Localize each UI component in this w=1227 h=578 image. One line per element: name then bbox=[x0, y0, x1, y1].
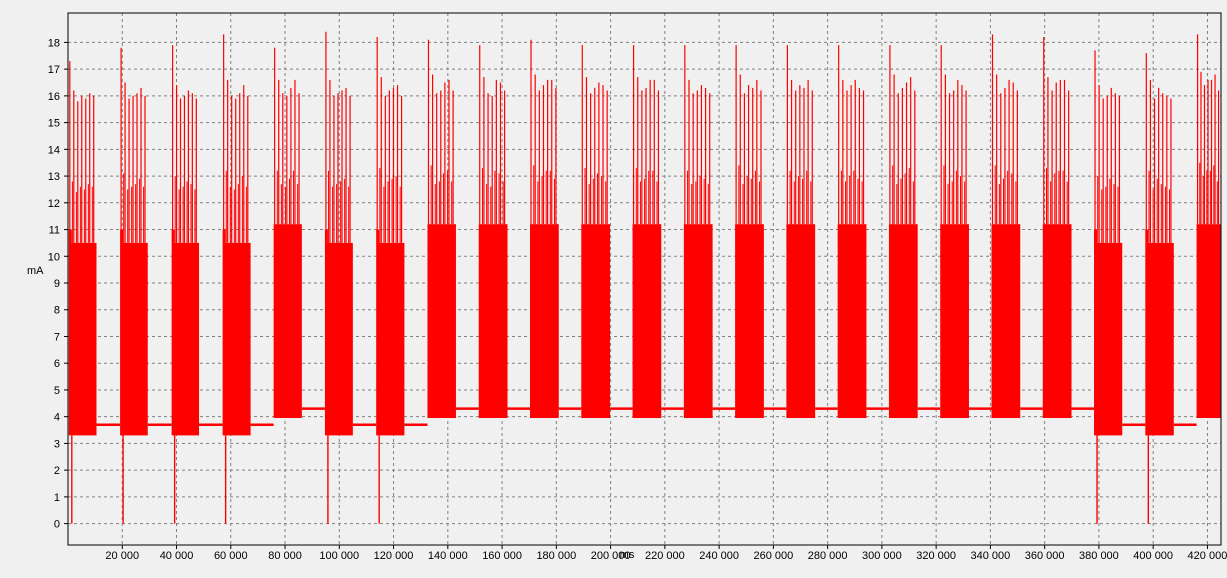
burst-block bbox=[273, 224, 302, 419]
x-tick-label: 420 000 bbox=[1188, 550, 1227, 562]
y-tick-label: 4 bbox=[54, 412, 60, 424]
burst bbox=[683, 45, 736, 419]
x-tick-label: 240 000 bbox=[699, 550, 739, 562]
burst bbox=[1094, 50, 1146, 524]
burst-block bbox=[530, 224, 559, 419]
x-axis-label: ms bbox=[620, 549, 635, 561]
y-tick-label: 5 bbox=[54, 385, 60, 397]
y-tick-label: 11 bbox=[49, 225, 60, 237]
y-tick-label: 18 bbox=[48, 37, 60, 49]
burst bbox=[735, 45, 787, 419]
y-tick-label: 16 bbox=[48, 91, 60, 103]
burst-block bbox=[1042, 224, 1072, 419]
x-tick-label: 320 000 bbox=[916, 550, 956, 562]
burst-block bbox=[171, 242, 200, 436]
burst bbox=[940, 45, 992, 419]
x-tick-label: 260 000 bbox=[753, 550, 793, 562]
burst bbox=[786, 45, 838, 419]
x-tick-label: 180 000 bbox=[536, 550, 576, 562]
y-tick-label: 14 bbox=[48, 144, 60, 156]
series-current-trace bbox=[68, 31, 1221, 524]
burst-block bbox=[222, 242, 251, 436]
burst-block bbox=[991, 224, 1021, 419]
burst bbox=[120, 47, 172, 524]
y-tick-label: 17 bbox=[48, 64, 60, 76]
burst bbox=[632, 45, 684, 419]
x-tick-label: 340 000 bbox=[971, 550, 1011, 562]
burst bbox=[1196, 34, 1221, 419]
burst bbox=[171, 45, 223, 524]
x-tick-label: 380 000 bbox=[1079, 550, 1119, 562]
burst bbox=[324, 31, 377, 524]
x-tick-label: 100 000 bbox=[319, 550, 359, 562]
burst bbox=[427, 39, 479, 419]
burst-block bbox=[1145, 242, 1174, 436]
x-tick-label: 200 000 bbox=[591, 550, 631, 562]
x-tick-label: 120 000 bbox=[374, 550, 414, 562]
burst bbox=[837, 45, 889, 419]
x-tick-label: 140 000 bbox=[428, 550, 468, 562]
y-tick-label: 10 bbox=[48, 251, 60, 263]
burst-block bbox=[427, 224, 456, 419]
burst bbox=[1145, 53, 1197, 524]
burst-block bbox=[786, 224, 816, 419]
burst-block bbox=[581, 224, 611, 419]
burst-block bbox=[837, 224, 867, 419]
y-tick-label: 12 bbox=[48, 198, 60, 210]
y-tick-label: 6 bbox=[54, 358, 60, 370]
burst-block bbox=[68, 242, 97, 436]
burst-block bbox=[120, 242, 148, 436]
y-tick-label: 3 bbox=[54, 438, 60, 450]
burst-block bbox=[1094, 242, 1123, 436]
y-tick-label: 13 bbox=[48, 171, 60, 183]
burst-block bbox=[940, 224, 969, 419]
burst bbox=[1042, 37, 1095, 419]
y-tick-label: 8 bbox=[54, 305, 60, 317]
plot-frame bbox=[67, 12, 1222, 546]
y-tick-label: 7 bbox=[54, 331, 60, 343]
x-tick-label: 300 000 bbox=[862, 550, 902, 562]
y-tick-label: 2 bbox=[54, 465, 60, 477]
burst-block bbox=[376, 242, 405, 436]
y-tick-label: 9 bbox=[54, 278, 60, 290]
burst bbox=[68, 61, 121, 524]
x-tick-label: 280 000 bbox=[808, 550, 848, 562]
x-tick-label: 40 000 bbox=[160, 550, 194, 562]
x-tick-label: 220 000 bbox=[645, 550, 685, 562]
y-axis-label: mA bbox=[27, 265, 44, 277]
x-tick-label: 360 000 bbox=[1025, 550, 1065, 562]
burst-block bbox=[888, 224, 918, 419]
burst-block bbox=[683, 224, 713, 419]
y-tick-label: 0 bbox=[54, 519, 60, 531]
burst-block bbox=[632, 224, 662, 419]
burst bbox=[530, 39, 582, 419]
burst bbox=[376, 37, 428, 524]
burst bbox=[581, 45, 633, 419]
x-tick-label: 160 000 bbox=[482, 550, 522, 562]
burst-block bbox=[735, 224, 764, 419]
y-tick-label: 1 bbox=[54, 492, 60, 504]
x-tick-label: 60 000 bbox=[214, 550, 248, 562]
burst-block bbox=[324, 242, 353, 436]
x-tick-label: 400 000 bbox=[1133, 550, 1173, 562]
burst bbox=[273, 47, 325, 419]
x-tick-label: 80 000 bbox=[268, 550, 302, 562]
burst bbox=[478, 45, 531, 419]
burst bbox=[991, 34, 1043, 419]
burst bbox=[222, 34, 274, 524]
burst-block bbox=[478, 224, 508, 419]
y-tick-label: 15 bbox=[48, 118, 60, 130]
burst-block bbox=[1196, 224, 1221, 419]
x-tick-label: 20 000 bbox=[105, 550, 139, 562]
burst bbox=[888, 45, 941, 419]
